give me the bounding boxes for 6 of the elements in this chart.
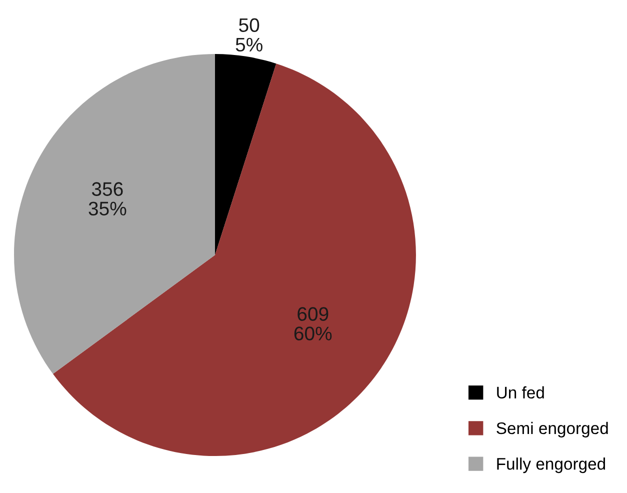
data-label: 609 60%	[294, 307, 332, 340]
legend-label: Fully engorged	[497, 458, 606, 474]
data-label: 50 5%	[236, 18, 262, 52]
legend-label: Un fed	[497, 386, 544, 399]
legend-label: Semi engorged	[496, 422, 608, 438]
data-label: 356 35%	[88, 182, 126, 216]
